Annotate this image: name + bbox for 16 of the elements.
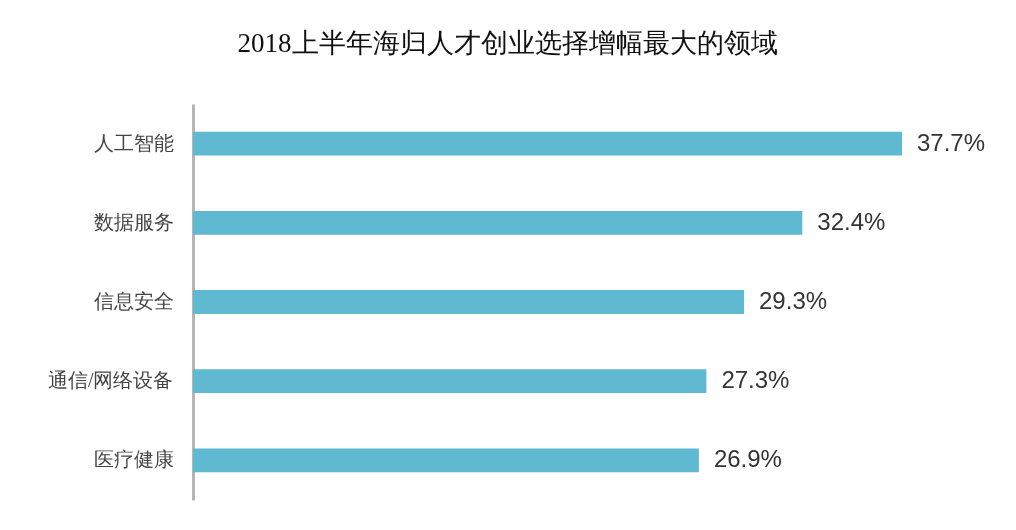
y-tick-label: 人工智能 — [93, 131, 174, 154]
y-tick-label: 数据服务 — [93, 210, 174, 233]
y-tick-label: 医疗健康 — [93, 448, 174, 471]
data-label: 32.4% — [817, 207, 886, 235]
bar — [193, 210, 803, 235]
data-label: 37.7% — [917, 128, 986, 156]
bar — [193, 290, 745, 314]
bar — [193, 369, 707, 394]
bar — [193, 448, 699, 473]
y-tick-label: 通信/网络设备 — [47, 369, 174, 392]
data-label: 27.3% — [721, 366, 790, 394]
data-label: 29.3% — [759, 287, 828, 314]
data-label: 26.9% — [713, 445, 782, 473]
chart-title: 2018上半年海归人才创业选择增幅最大的领域 — [237, 28, 778, 58]
bar — [193, 131, 902, 156]
y-tick-label: 信息安全 — [93, 290, 174, 312]
